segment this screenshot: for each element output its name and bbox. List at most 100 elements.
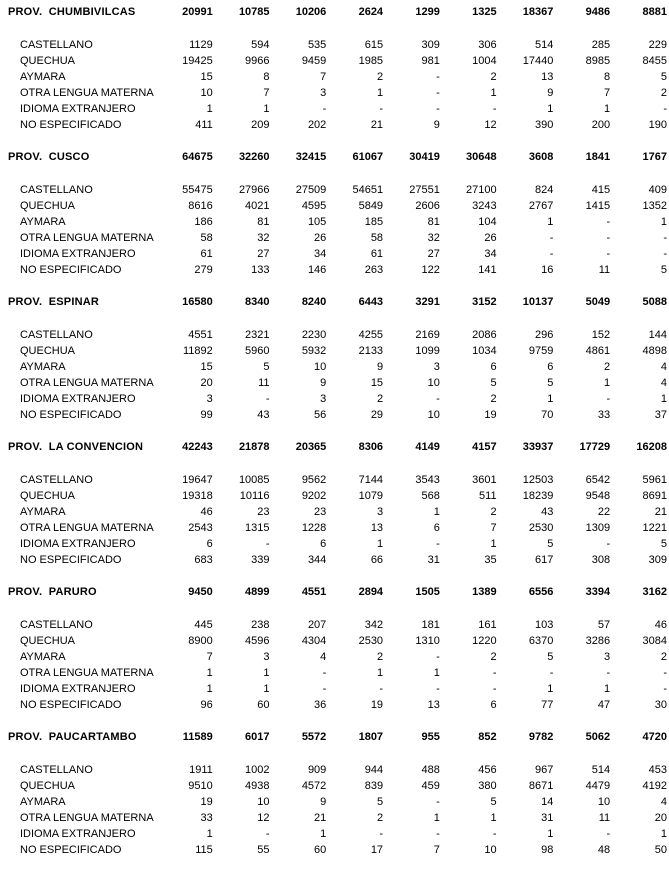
language-row: CASTELLANO 55475 27966 27509 54651 27551 27100… xyxy=(0,182,667,198)
value-cell: 3 xyxy=(376,506,384,518)
value-cell: 99 xyxy=(200,409,213,421)
value-cell: 186 xyxy=(194,216,213,228)
value-cell: - xyxy=(322,667,327,679)
value-cell: 514 xyxy=(535,39,554,51)
value-cell: 2606 xyxy=(415,200,440,212)
province-total-cell: 8881 xyxy=(642,6,667,18)
value-cell: - xyxy=(436,651,440,663)
language-label: OTRA LENGUA MATERNA xyxy=(20,522,154,534)
province-total-cell: 4899 xyxy=(245,586,270,598)
province-total-cell: 33937 xyxy=(522,441,554,453)
province-total-cell: 61067 xyxy=(352,151,384,163)
value-cell: 8 xyxy=(604,71,611,83)
province-total-cell: 10785 xyxy=(238,6,270,18)
value-cell: 615 xyxy=(364,39,384,51)
value-cell: 61 xyxy=(370,248,384,260)
language-row: NO ESPECIFICADO 99 43 56 29 10 19 70 33 37 xyxy=(0,407,667,423)
spacer-cell xyxy=(0,133,667,149)
language-row: AYMARA 19 10 9 5 - 5 14 10 4 xyxy=(0,794,667,810)
spacer-cell xyxy=(0,165,667,182)
value-cell: 411 xyxy=(195,119,213,131)
spacer-row xyxy=(0,165,667,182)
value-cell: 5961 xyxy=(642,474,667,486)
value-cell: - xyxy=(379,683,384,695)
value-cell: 20 xyxy=(200,377,213,389)
language-row: NO ESPECIFICADO 279 133 146 263 122 141 16 11 5 xyxy=(0,262,667,278)
value-cell: 8691 xyxy=(642,490,667,502)
province-total-cell: 4149 xyxy=(415,441,440,453)
value-cell: 2 xyxy=(376,651,384,663)
value-cell: - xyxy=(436,796,440,808)
value-cell: 30 xyxy=(654,699,667,711)
province-name: PROV. CUSCO xyxy=(8,151,90,163)
value-cell: 77 xyxy=(541,699,554,711)
language-row: IDIOMA EXTRANJERO 6 - 6 1 - 1 5 - 5 xyxy=(0,536,667,552)
value-cell: 4 xyxy=(660,361,667,373)
value-cell: 4898 xyxy=(642,345,667,357)
value-cell: 308 xyxy=(591,554,611,566)
value-cell: 2 xyxy=(660,87,667,99)
value-cell: 9 xyxy=(320,796,327,808)
report-table-body: PROV. CHUMBIVILCAS 20991 10785 10206 2624 129… xyxy=(0,4,667,874)
spacer-cell xyxy=(0,455,667,472)
spacer-row xyxy=(0,600,667,617)
value-cell: 17 xyxy=(370,844,384,856)
province-total-cell: 6443 xyxy=(358,296,384,308)
value-cell: 2169 xyxy=(415,329,440,341)
value-cell: 56 xyxy=(314,409,327,421)
value-cell: 1352 xyxy=(642,200,667,212)
value-cell: 27509 xyxy=(295,184,327,196)
value-cell: - xyxy=(549,667,554,679)
value-cell: 12 xyxy=(257,812,270,824)
spacer-row xyxy=(0,20,667,37)
value-cell: 146 xyxy=(307,264,327,276)
value-cell: - xyxy=(379,828,384,840)
value-cell: 1 xyxy=(604,103,611,115)
value-cell: 209 xyxy=(251,119,270,131)
value-cell: 26 xyxy=(484,232,497,244)
value-cell: 19 xyxy=(484,409,497,421)
value-cell: 13 xyxy=(427,699,440,711)
spacer-row xyxy=(0,310,667,327)
value-cell: 3 xyxy=(320,87,327,99)
value-cell: 10 xyxy=(597,796,611,808)
value-cell: 9966 xyxy=(245,55,270,67)
value-cell: 2133 xyxy=(358,345,384,357)
language-row: IDIOMA EXTRANJERO 3 - 3 2 - 2 1 - 1 xyxy=(0,391,667,407)
language-row: IDIOMA EXTRANJERO 1 1 - - - - 1 1 - xyxy=(0,101,667,117)
value-cell: 1 xyxy=(433,812,440,824)
language-label: CASTELLANO xyxy=(20,329,93,341)
value-cell: 1220 xyxy=(472,635,497,647)
value-cell: 115 xyxy=(195,844,213,856)
value-cell: 1 xyxy=(660,216,667,228)
value-cell: 4861 xyxy=(585,345,611,357)
value-cell: 1002 xyxy=(245,764,270,776)
value-cell: 33 xyxy=(200,812,213,824)
value-cell: 122 xyxy=(421,264,440,276)
value-cell: 594 xyxy=(251,39,270,51)
value-cell: 7 xyxy=(490,522,497,534)
value-cell: - xyxy=(436,828,440,840)
value-cell: 37 xyxy=(654,409,667,421)
value-cell: 9 xyxy=(433,119,440,131)
value-cell: 9562 xyxy=(301,474,327,486)
value-cell: 342 xyxy=(364,619,384,631)
language-label: CASTELLANO xyxy=(20,184,93,196)
value-cell: 3084 xyxy=(642,635,667,647)
province-total-cell: 4157 xyxy=(472,441,497,453)
value-cell: 133 xyxy=(251,264,270,276)
province-total-cell: 5049 xyxy=(585,296,611,308)
language-label: OTRA LENGUA MATERNA xyxy=(20,87,154,99)
value-cell: 488 xyxy=(421,764,440,776)
value-cell: 9202 xyxy=(301,490,327,502)
province-total-cell: 1505 xyxy=(415,586,440,598)
language-label: OTRA LENGUA MATERNA xyxy=(20,667,154,679)
value-cell: 8455 xyxy=(642,55,667,67)
value-cell: 1 xyxy=(490,812,497,824)
value-cell: 1 xyxy=(547,216,554,228)
value-cell: - xyxy=(436,393,440,405)
value-cell: 190 xyxy=(648,119,667,131)
value-cell: 1911 xyxy=(189,764,213,776)
value-cell: 98 xyxy=(541,844,554,856)
province-name: PROV. CHUMBIVILCAS xyxy=(8,6,136,18)
